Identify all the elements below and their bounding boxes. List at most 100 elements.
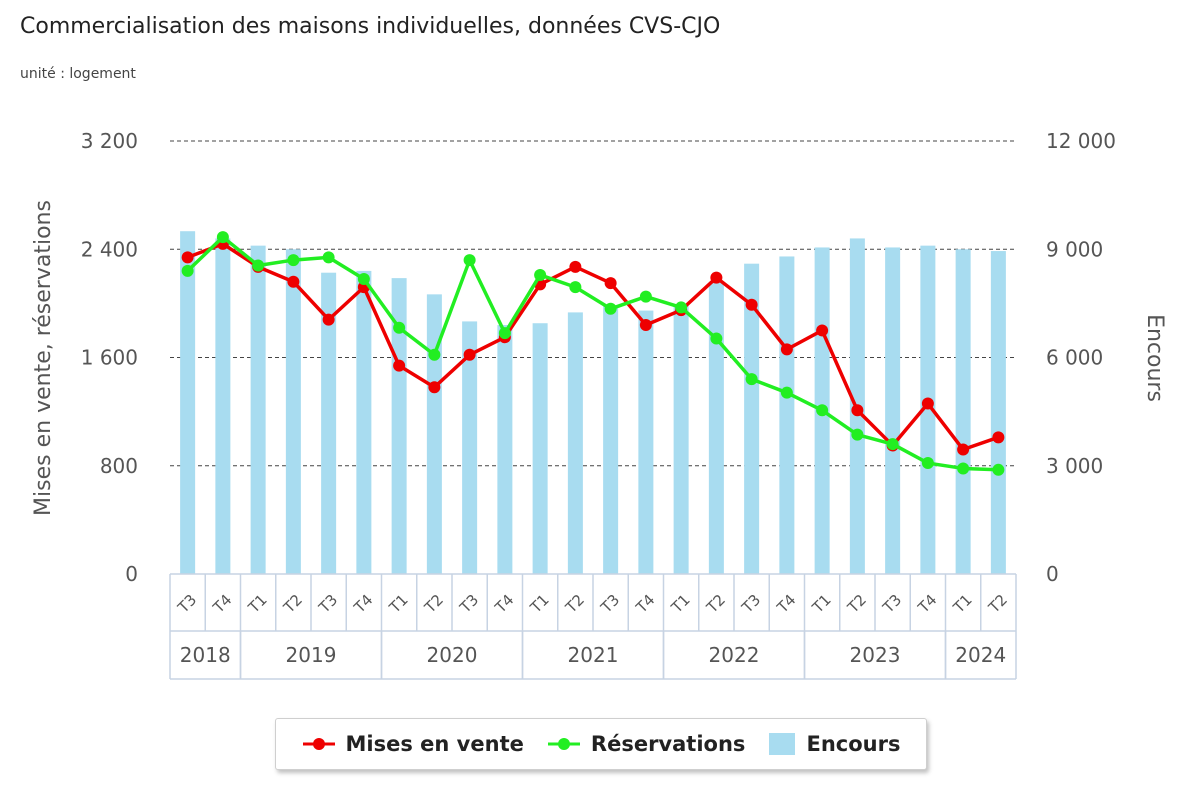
x-tick-label: T3 (315, 591, 342, 618)
legend-label-mises: Mises en vente (345, 732, 524, 756)
mises-en-vente-line (186, 242, 999, 452)
x-tick-label: T3 (174, 591, 201, 618)
y-right-tick-label: 6 000 (1046, 346, 1103, 370)
grid-layer (170, 140, 1016, 467)
encours-bars (180, 231, 1006, 575)
encours-bar (673, 305, 689, 574)
year-label: 2023 (850, 643, 901, 667)
encours-bar (567, 312, 583, 574)
y-left-tick-label: 3 200 (81, 129, 138, 153)
mises-en-vente-point[interactable] (639, 319, 652, 332)
y-left-tick-label: 2 400 (81, 237, 138, 261)
encours-bar (990, 251, 1006, 574)
encours-bar (426, 294, 442, 574)
x-tick-label: T1 (808, 591, 835, 618)
encours-bar (920, 245, 936, 574)
y-right-tick-label: 0 (1046, 562, 1059, 586)
legend-mises-marker (302, 738, 335, 750)
encours-bar (779, 256, 795, 574)
x-tick-label: T3 (597, 591, 624, 618)
reservations-point[interactable] (393, 321, 406, 334)
reservations-point[interactable] (780, 386, 793, 399)
year-label: 2024 (955, 643, 1006, 667)
mises-en-vente-point[interactable] (287, 275, 300, 288)
mises-en-vente-point[interactable] (181, 251, 194, 264)
reservations-point[interactable] (287, 254, 300, 267)
legend-item-encours[interactable]: Encours (768, 732, 900, 756)
y-axis-left-label: Mises en vente, réservations (31, 200, 56, 516)
encours-bar (885, 247, 901, 574)
reservations-point[interactable] (816, 404, 829, 417)
mises-en-vente-point[interactable] (780, 343, 793, 356)
y-left-tick-label: 1 600 (81, 346, 138, 370)
reservations-point[interactable] (357, 273, 370, 286)
reservations-point[interactable] (675, 301, 688, 314)
reservations-point[interactable] (181, 264, 194, 277)
mises-en-vente-point[interactable] (569, 260, 582, 273)
reservations-point[interactable] (710, 332, 723, 345)
reservations-point[interactable] (428, 348, 441, 361)
encours-bar (638, 310, 654, 574)
mises-en-vente-point[interactable] (322, 313, 335, 326)
chart-plot: 0 800 1 600 2 400 3 200 0 3 000 6 000 9 000 12 00… (31, 129, 1167, 680)
mises-en-vente-point[interactable] (604, 277, 617, 290)
x-tick-label: T4 (350, 591, 377, 618)
reservations-point[interactable] (569, 281, 582, 294)
reservations-point[interactable] (534, 268, 547, 281)
encours-bar (603, 305, 619, 574)
reservations-point[interactable] (322, 251, 335, 264)
year-label: 2018 (180, 643, 231, 667)
reservations-point[interactable] (921, 457, 934, 470)
reservations-point[interactable] (957, 462, 970, 475)
legend-reservations-marker (547, 738, 580, 750)
mises-en-vente-point[interactable] (816, 324, 829, 337)
year-label: 2020 (427, 643, 478, 667)
encours-bar (180, 231, 196, 575)
mises-en-vente-point[interactable] (957, 443, 970, 456)
mises-en-vente-point[interactable] (921, 397, 934, 410)
legend-encours-marker (769, 733, 796, 755)
encours-bar (215, 238, 231, 575)
x-tick-label: T2 (279, 591, 306, 618)
mises-en-vente-point[interactable] (428, 381, 441, 394)
encours-bar (250, 245, 266, 574)
mises-en-vente-point[interactable] (710, 271, 723, 284)
reservations-point[interactable] (252, 259, 265, 272)
x-tick-label: T1 (667, 591, 694, 618)
reservations-point[interactable] (498, 327, 511, 340)
mises-en-vente-point[interactable] (745, 298, 758, 311)
mises-en-vente-point[interactable] (992, 431, 1005, 444)
legend-item-reservations[interactable]: Réservations (547, 732, 745, 756)
reservations-point[interactable] (886, 438, 899, 451)
x-tick-label: T1 (385, 591, 412, 618)
reservations-point[interactable] (639, 290, 652, 303)
reservations-point[interactable] (851, 428, 864, 441)
mises-en-vente-point[interactable] (463, 348, 476, 361)
year-label: 2022 (709, 643, 760, 667)
encours-bar (497, 325, 513, 574)
year-label: 2019 (286, 643, 337, 667)
reservations-point[interactable] (992, 463, 1005, 476)
x-tick-label: T4 (773, 591, 800, 618)
x-tick-label: T4 (632, 591, 659, 618)
x-tick-label: T1 (949, 591, 976, 618)
reservations-point[interactable] (604, 302, 617, 315)
encours-bar (744, 263, 760, 574)
reservations-point[interactable] (216, 231, 229, 244)
reservations-point[interactable] (745, 373, 758, 386)
legend-item-mises[interactable]: Mises en vente (302, 732, 524, 756)
x-tick-label: T1 (244, 591, 271, 618)
encours-bar (321, 272, 337, 574)
x-tick-label: T4 (914, 591, 941, 618)
x-tick-label: T2 (702, 591, 729, 618)
x-tick-label: T2 (984, 591, 1011, 618)
x-tick-label: T4 (491, 591, 518, 618)
encours-bar (462, 321, 478, 574)
y-axis-right-label: Encours (1142, 314, 1167, 402)
y-right-tick-label: 3 000 (1046, 454, 1103, 478)
reservations-point[interactable] (463, 254, 476, 267)
mises-en-vente-point[interactable] (851, 404, 864, 417)
x-tick-label: T3 (738, 591, 765, 618)
x-tick-label: T3 (879, 591, 906, 618)
mises-en-vente-point[interactable] (393, 359, 406, 372)
